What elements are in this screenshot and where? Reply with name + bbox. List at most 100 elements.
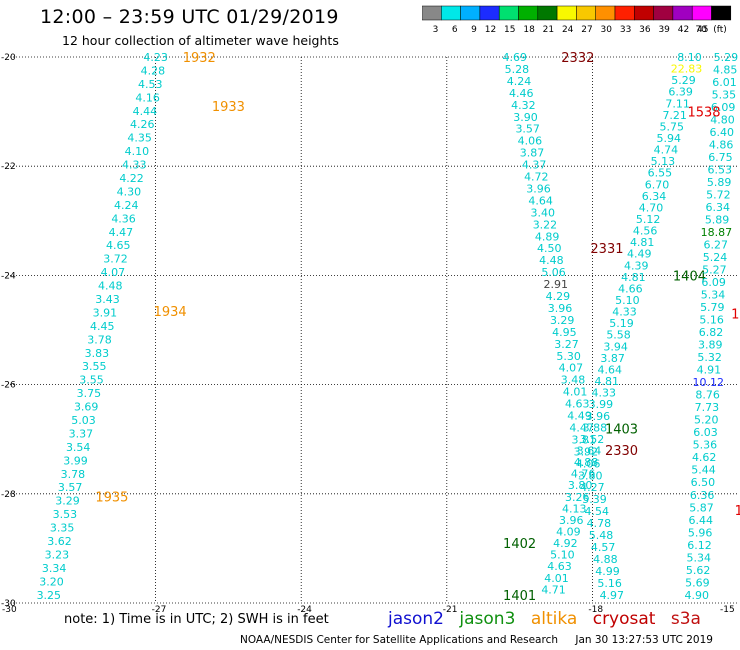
wave-height-value: 4.26 bbox=[130, 118, 155, 131]
wave-height-value: 5.30 bbox=[556, 350, 581, 363]
lon-tick-label: -30 bbox=[2, 605, 17, 612]
wave-height-value: 8.76 bbox=[695, 389, 720, 402]
wave-height-value: 4.85 bbox=[713, 64, 738, 77]
wave-height-value: 3.89 bbox=[698, 339, 723, 352]
legend-cryosat: cryosat bbox=[592, 609, 656, 629]
wave-height-value: 6.09 bbox=[701, 276, 726, 289]
wave-height-value: 4.33 bbox=[592, 387, 617, 400]
wave-height-value: 3.75 bbox=[77, 387, 102, 400]
wave-height-value: 3.96 bbox=[548, 302, 573, 315]
wave-height-value: 5.29 bbox=[714, 51, 739, 64]
wave-height-value: 5.16 bbox=[699, 314, 724, 327]
wave-height-value: 5.48 bbox=[589, 529, 614, 542]
wave-height-value: 4.23 bbox=[143, 51, 168, 64]
colorbar-tick: 6 bbox=[452, 25, 458, 35]
wave-height-value: 4.10 bbox=[125, 145, 150, 158]
wave-height-value: 3.62 bbox=[47, 535, 72, 548]
wave-height-value: 3.92 bbox=[574, 445, 599, 458]
wave-height-value: 4.37 bbox=[522, 159, 547, 172]
wave-height-value: 4.13 bbox=[562, 502, 587, 515]
wave-height-value: 4.64 bbox=[528, 194, 553, 207]
wave-height-value: 3.64 bbox=[577, 444, 602, 457]
wave-height-value: 4.30 bbox=[117, 185, 142, 198]
wave-height-value: 5.58 bbox=[606, 329, 631, 342]
wave-height-value: 6.75 bbox=[708, 151, 733, 164]
satellite-legend: jason2 jason3 altika cryosat s3a bbox=[388, 609, 711, 629]
wave-height-value: 4.92 bbox=[553, 537, 578, 550]
wave-height-value: 3.29 bbox=[550, 314, 575, 327]
colorbar-unit: (ft) bbox=[713, 25, 727, 35]
wave-height-value: 3.88 bbox=[583, 421, 608, 434]
wave-height-value: 4.46 bbox=[509, 87, 534, 100]
lon-tick-label: -24 bbox=[297, 605, 312, 612]
pass-time-label: 1932 bbox=[183, 51, 216, 66]
wave-height-value: 4.06 bbox=[518, 135, 543, 148]
wave-height-value: 3.23 bbox=[45, 548, 70, 561]
colorbar-tick: 21 bbox=[543, 25, 554, 35]
lon-tick-label: -18 bbox=[588, 605, 603, 612]
lat-tick-label: -30 bbox=[1, 599, 16, 609]
pass-time-label: 1537 bbox=[731, 308, 740, 323]
wave-height-value: 5.35 bbox=[712, 89, 737, 102]
colorbar-tick: 27 bbox=[581, 25, 592, 35]
colorbar-swatch bbox=[711, 5, 732, 21]
wave-height-value: 4.78 bbox=[587, 517, 612, 530]
track-cryosat-2332-2330: 4.695.284.244.464.323.903.574.063.874.37… bbox=[502, 51, 638, 602]
wave-height-value: 4.50 bbox=[537, 242, 562, 255]
wave-height-value: 3.83 bbox=[85, 347, 110, 360]
wave-height-value: 4.97 bbox=[600, 589, 625, 602]
track-jason3-1404-1401: 8.1022.835.296.397.117.215.755.944.745.1… bbox=[503, 51, 706, 604]
colorbar-tick: 42 bbox=[678, 25, 689, 35]
wave-height-value: 6.50 bbox=[691, 476, 716, 489]
wave-height-value: 4.57 bbox=[591, 541, 616, 554]
legend-altika: altika bbox=[530, 609, 578, 629]
wave-height-value: 6.82 bbox=[699, 326, 724, 339]
lon-tick-label: -21 bbox=[443, 605, 458, 612]
wave-height-value: 5.10 bbox=[615, 294, 640, 307]
altimeter-tracks: 4.234.284.534.164.444.264.354.104.334.22… bbox=[37, 51, 740, 604]
wave-height-value: 4.89 bbox=[535, 230, 560, 243]
pass-time-label: 2331 bbox=[590, 242, 623, 257]
wave-height-value: 3.78 bbox=[61, 468, 86, 481]
wave-height-value: 4.24 bbox=[507, 75, 532, 88]
pass-time-label: 2332 bbox=[561, 51, 594, 66]
wave-height-value: 4.81 bbox=[621, 271, 646, 284]
wave-height-value: 4.63 bbox=[565, 398, 590, 411]
wave-height-value: 4.69 bbox=[502, 51, 527, 64]
wave-height-value: 3.81 bbox=[572, 433, 597, 446]
wave-height-value: 4.01 bbox=[544, 572, 569, 585]
wave-height-value: 2.91 bbox=[543, 278, 568, 291]
pass-time-label: 1404 bbox=[673, 269, 706, 284]
wave-height-value: 4.27 bbox=[580, 481, 605, 494]
wave-height-value: 4.81 bbox=[630, 236, 655, 249]
wave-height-value: 5.44 bbox=[691, 464, 716, 477]
wave-height-value: 5.94 bbox=[657, 132, 682, 145]
map-axes: -20-22-24-26-28-30-30 -27 -24 -21 -18 -15 bbox=[1, 53, 735, 612]
wave-height-value: 4.39 bbox=[624, 259, 649, 272]
wave-height-value: 5.96 bbox=[688, 526, 713, 539]
wave-height-value: 4.47 bbox=[569, 421, 594, 434]
colorbar-tick: 12 bbox=[485, 25, 496, 35]
wave-height-value: 5.87 bbox=[689, 501, 714, 514]
chart-title: 12:00 – 23:59 UTC 01/29/2019 bbox=[40, 6, 339, 28]
wave-height-value: 4.29 bbox=[546, 290, 571, 303]
lat-tick-label: -20 bbox=[1, 53, 16, 63]
wave-height-value: 5.32 bbox=[697, 351, 722, 364]
wave-height-value: 5.27 bbox=[702, 264, 727, 277]
colorbar-tick: 45 bbox=[697, 25, 708, 35]
wave-height-value: 4.90 bbox=[684, 589, 709, 602]
wave-height-value: 3.69 bbox=[74, 401, 99, 414]
wave-height-value: 5.89 bbox=[705, 214, 730, 227]
wave-height-value: 5.36 bbox=[693, 439, 718, 452]
wave-height-value: 6.34 bbox=[642, 190, 667, 203]
lon-tick-label: -27 bbox=[152, 605, 167, 612]
wave-height-value: 4.81 bbox=[594, 375, 619, 388]
wave-height-value: 4.07 bbox=[559, 362, 584, 375]
wave-height-value: 5.20 bbox=[694, 414, 719, 427]
wave-height-value: 6.70 bbox=[645, 178, 670, 191]
wave-height-value: 4.24 bbox=[114, 199, 139, 212]
wave-height-value: 3.55 bbox=[79, 374, 104, 387]
wave-height-value: 4.44 bbox=[133, 105, 158, 118]
wave-height-value: 4.72 bbox=[524, 171, 549, 184]
